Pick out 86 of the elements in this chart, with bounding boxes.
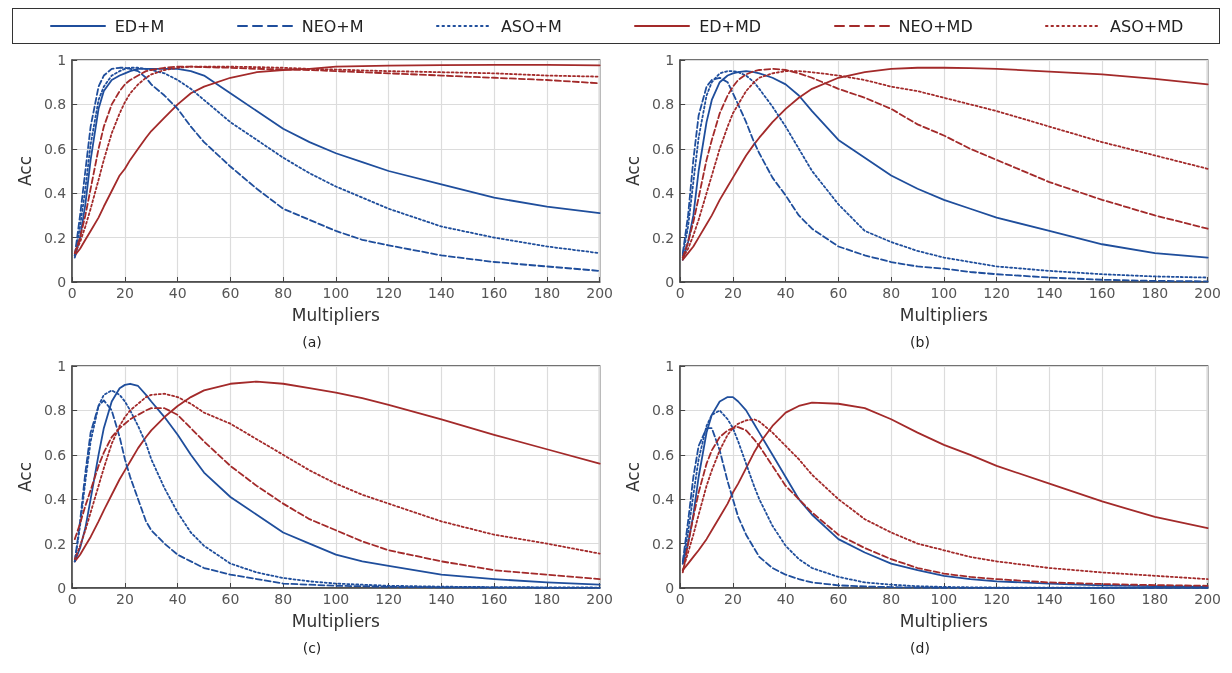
x-tick-label: 160 [1088, 285, 1116, 301]
y-tick-label: 0.6 [43, 446, 67, 463]
x-tick-label: 160 [480, 591, 508, 607]
y-tick-label: 0.8 [43, 402, 67, 419]
x-axis-title: Multipliers [291, 304, 381, 325]
x-tick-label: 80 [882, 591, 901, 607]
x-axis-title: Multipliers [899, 610, 989, 631]
y-axis-title: Acc [14, 461, 35, 493]
x-tick-label: 100 [322, 591, 350, 607]
y-tick-label: 0.2 [651, 535, 675, 552]
x-tick-label: 120 [983, 591, 1011, 607]
x-tick-label: 160 [1088, 591, 1116, 607]
y-tick-label: 1 [665, 358, 675, 374]
x-tick-label: 180 [533, 591, 561, 607]
legend-label: ED+M [114, 16, 165, 36]
y-tick-label: 1 [57, 52, 67, 68]
x-tick-label: 0 [675, 285, 685, 301]
x-tick-label: 60 [221, 591, 240, 607]
y-tick-label: 0.6 [651, 140, 675, 157]
y-tick-label: 1 [57, 358, 67, 374]
text: (a) [302, 334, 322, 350]
y-tick-label: 0 [665, 274, 675, 290]
x-tick-label: 20 [116, 591, 134, 607]
x-tick-label: 20 [724, 285, 742, 301]
text: (b) [910, 334, 930, 350]
x-tick-label: 100 [930, 591, 958, 607]
y-tick-label: 0.4 [43, 491, 67, 508]
x-tick-label: 80 [882, 285, 901, 301]
legend-label: NEO+M [301, 16, 364, 36]
y-tick-label: 0.8 [651, 96, 675, 113]
y-axis-title: Acc [622, 155, 643, 187]
x-tick-label: 180 [533, 285, 561, 301]
x-tick-label: 140 [428, 591, 455, 607]
x-tick-label: 0 [675, 591, 685, 607]
x-tick-label: 60 [221, 285, 240, 301]
y-tick-label: 0.4 [43, 185, 67, 202]
y-tick-label: 0.2 [43, 229, 67, 246]
y-tick-label: 0 [665, 580, 675, 596]
legend-label: ASO+M [500, 16, 562, 36]
x-tick-label: 200 [1194, 591, 1222, 607]
x-tick-label: 40 [168, 591, 187, 607]
x-tick-label: 180 [1141, 591, 1169, 607]
x-tick-label: 40 [776, 591, 795, 607]
y-tick-label: 0.4 [651, 491, 675, 508]
y-axis-title: Acc [622, 461, 643, 493]
text: (d) [910, 640, 930, 656]
x-axis-title: Multipliers [291, 610, 381, 631]
x-tick-label: 180 [1141, 285, 1169, 301]
y-tick-label: 0.6 [651, 446, 675, 463]
legend-label: NEO+MD [898, 16, 973, 36]
x-tick-label: 200 [1194, 285, 1222, 301]
x-tick-label: 200 [586, 285, 614, 301]
legend-label: ED+MD [699, 16, 762, 36]
x-tick-label: 60 [829, 591, 848, 607]
x-tick-label: 80 [274, 591, 293, 607]
x-tick-label: 140 [1036, 285, 1063, 301]
x-tick-label: 120 [375, 285, 403, 301]
text: (c) [302, 640, 322, 656]
x-tick-label: 120 [375, 591, 403, 607]
y-tick-label: 0.4 [651, 185, 675, 202]
y-tick-label: 0 [57, 580, 67, 596]
legend-label: ASO+MD [1110, 16, 1184, 36]
x-tick-label: 80 [274, 285, 293, 301]
x-tick-label: 40 [168, 285, 187, 301]
y-tick-label: 0.8 [651, 402, 675, 419]
y-tick-label: 0 [57, 274, 67, 290]
x-tick-label: 20 [116, 285, 134, 301]
y-tick-label: 0.8 [43, 96, 67, 113]
x-axis-title: Multipliers [899, 304, 989, 325]
x-tick-label: 0 [67, 591, 77, 607]
y-axis-title: Acc [14, 155, 35, 187]
x-tick-label: 0 [67, 285, 77, 301]
x-tick-label: 100 [930, 285, 958, 301]
x-tick-label: 120 [983, 285, 1011, 301]
y-tick-label: 0.2 [43, 535, 67, 552]
x-tick-label: 140 [1036, 591, 1063, 607]
x-tick-label: 200 [586, 591, 614, 607]
x-tick-label: 20 [724, 591, 742, 607]
x-tick-label: 140 [428, 285, 455, 301]
y-tick-label: 0.6 [43, 140, 67, 157]
x-tick-label: 40 [776, 285, 795, 301]
y-tick-label: 1 [665, 52, 675, 68]
x-tick-label: 160 [480, 285, 508, 301]
x-tick-label: 60 [829, 285, 848, 301]
x-tick-label: 100 [322, 285, 350, 301]
y-tick-label: 0.2 [651, 229, 675, 246]
